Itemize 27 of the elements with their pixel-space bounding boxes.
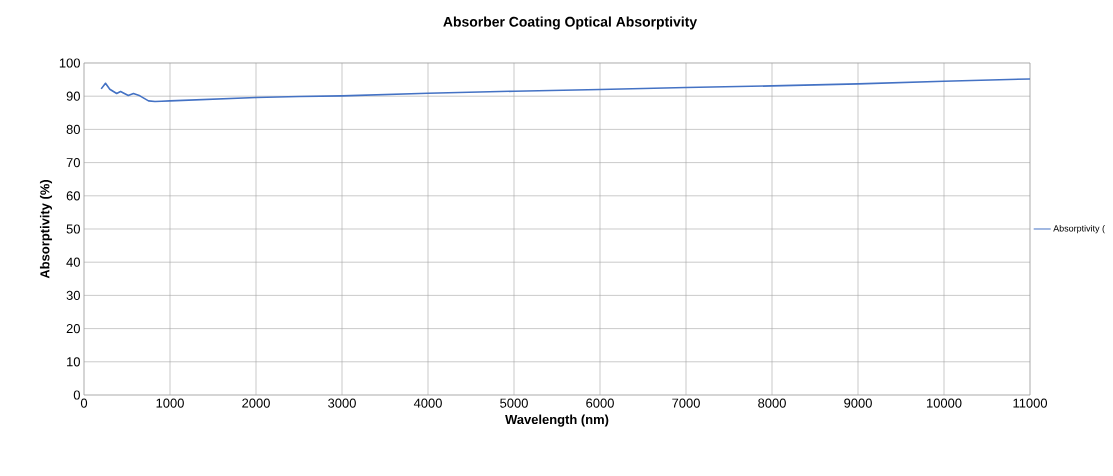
y-tick-label: 0 (73, 390, 80, 400)
y-tick-label: 80 (66, 124, 80, 134)
y-tick-label: 100 (59, 58, 80, 68)
y-tick-label: 30 (66, 290, 80, 300)
y-tick-label: 50 (66, 224, 80, 234)
y-tick-label: 10 (67, 357, 80, 367)
x-axis-title: Wavelength (nm) (505, 414, 609, 427)
y-tick-label: 60 (66, 191, 80, 201)
x-tick-label: 2000 (242, 398, 270, 408)
y-tick-label: 40 (66, 257, 80, 267)
x-tick-label: 4000 (413, 398, 442, 408)
legend-label: Absorptivity ( (1053, 225, 1105, 234)
y-tick-label: 90 (66, 91, 80, 101)
y-axis-title: Absorptivity (%) (39, 180, 53, 279)
x-tick-label: 6000 (586, 398, 614, 408)
x-tick-label: 5000 (500, 398, 528, 408)
x-tick-label: 8000 (758, 398, 786, 408)
y-tick-label: 20 (66, 324, 80, 334)
x-tick-label: 11000 (1013, 398, 1048, 408)
y-tick-label: 70 (66, 158, 80, 168)
x-tick-label: 10000 (926, 398, 962, 408)
x-tick-label: 0 (80, 398, 88, 408)
x-tick-label: 9000 (844, 398, 872, 408)
x-tick-label: 7000 (672, 398, 700, 408)
x-tick-label: 3000 (328, 398, 356, 408)
chart-title: Absorber Coating Optical Absorptivity (443, 16, 698, 30)
x-tick-label: 1000 (156, 398, 184, 408)
